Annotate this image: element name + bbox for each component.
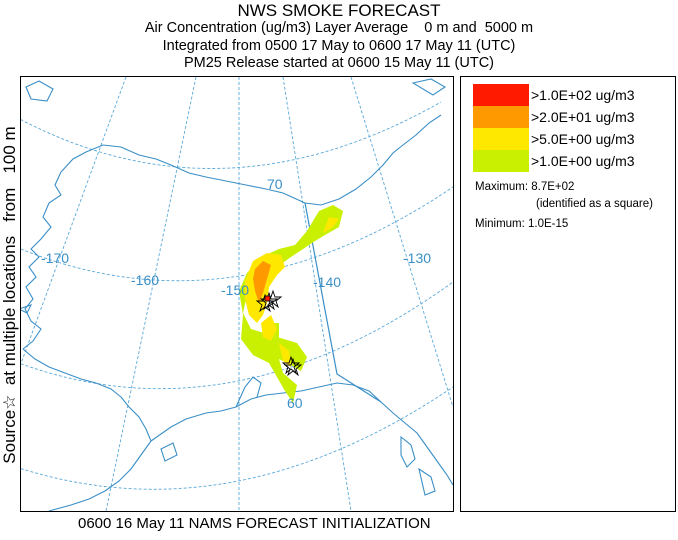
- source-star-4: [281, 355, 301, 375]
- legend-label-1: >1.0E+00 ug/m3: [531, 153, 635, 169]
- lon-label-160: -160: [131, 272, 159, 288]
- legend-swatch-20: [473, 106, 529, 128]
- legend-label-5: >5.0E+00 ug/m3: [531, 131, 635, 147]
- minimum-value: Minimum: 1.0E-15: [475, 218, 569, 230]
- coast-southwest: [22, 348, 122, 398]
- arctic-island-2: [411, 78, 447, 96]
- lon-line-130: [350, 77, 453, 408]
- lat-line-55: [21, 386, 453, 490]
- lat-line-70: [21, 101, 442, 169]
- legend-panel: >1.0E+02 ug/m3 >2.0E+01 ug/m3 >5.0E+00 u…: [460, 76, 676, 512]
- alaska-canada-border: [304, 202, 382, 403]
- lat-line-60: [21, 281, 453, 390]
- legend-swatch-5: [473, 128, 529, 150]
- lon-label-130: -130: [403, 250, 431, 266]
- lon-line-170: [21, 77, 127, 365]
- lat-line-65: [21, 186, 453, 282]
- coast-west: [22, 171, 62, 350]
- legend-label-20: >2.0E+01 ug/m3: [531, 109, 635, 125]
- coastline: [21, 78, 453, 511]
- lon-label-170: -170: [41, 250, 69, 266]
- map-title: NWS SMOKE FORECAST: [237, 1, 441, 20]
- cook-inlet: [235, 376, 262, 408]
- lon-line-160: [105, 77, 197, 511]
- legend-label-100: >1.0E+02 ug/m3: [531, 87, 635, 103]
- kodiak-island: [160, 442, 178, 462]
- forecast-initialization: 0600 16 May 11 NAMS FORECAST INITIALIZAT…: [78, 515, 431, 532]
- legend-swatch-1: [473, 150, 529, 172]
- lat-label-60: 60: [287, 395, 303, 411]
- source-star-5: [283, 357, 303, 377]
- lon-line-140: [282, 77, 352, 511]
- maximum-square: [264, 295, 271, 302]
- legend-swatch-100: [473, 84, 529, 106]
- coast-north: [60, 144, 306, 204]
- arctic-island: [25, 80, 54, 102]
- latitude-lines: [21, 101, 453, 490]
- subtitle-integration: Integrated from 0500 17 May to 0600 17 M…: [162, 38, 516, 54]
- southeast-islands: [400, 435, 416, 468]
- lon-label-140: -140: [313, 274, 341, 290]
- source-markers: [255, 289, 303, 377]
- alaska-peninsula: [48, 396, 152, 511]
- source-label: Source☆ at multiple locations from 100 m: [0, 126, 19, 464]
- lat-label-70: 70: [267, 176, 283, 192]
- subtitle-release: PM25 Release started at 0600 15 May 11 (…: [183, 55, 494, 71]
- southeast-islands-2: [418, 467, 436, 496]
- source-star-2: [255, 293, 275, 313]
- st-lawrence-island: [21, 304, 33, 314]
- subtitle-concentration: Air Concentration (ug/m3) Layer Average …: [144, 20, 534, 36]
- lon-label-150: -150: [221, 282, 249, 298]
- longitude-lines: [21, 77, 453, 511]
- coast-south: [150, 382, 453, 486]
- maximum-note: (identified as a square): [536, 198, 653, 210]
- plume-level-3: [253, 261, 271, 303]
- maximum-value: Maximum: 8.7E+02: [475, 181, 575, 193]
- coast-canada-arctic: [304, 114, 442, 206]
- alaska-map: -170 -160 -150 -140 -130 70 60: [21, 77, 453, 511]
- map-panel: -170 -160 -150 -140 -130 70 60: [20, 76, 454, 512]
